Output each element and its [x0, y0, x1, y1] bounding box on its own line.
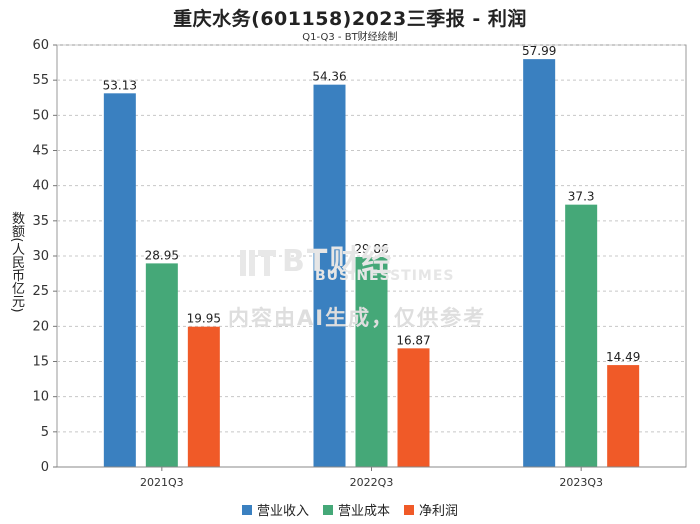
data-label: 28.95 [145, 248, 179, 262]
legend-label-revenue: 营业收入 [256, 504, 309, 519]
data-label: 16.87 [396, 333, 430, 347]
watermark-brand: BT财经 [240, 236, 393, 280]
data-label: 37.3 [568, 190, 595, 204]
bar-1-0 [145, 263, 178, 467]
watermark-brand-text: BT财经 [282, 244, 394, 279]
y-tick-label: 55 [32, 73, 49, 88]
y-tick-label: 30 [32, 249, 49, 264]
chart-title: 重庆水务(601158)2023三季报 - 利润 [173, 8, 527, 30]
y-tick-label: 0 [41, 460, 49, 475]
y-tick-label: 60 [32, 38, 49, 53]
y-tick-label: 50 [32, 108, 49, 123]
legend-item-net-profit[interactable]: 净利润 [404, 500, 458, 519]
legend-swatch-revenue [241, 504, 252, 515]
bar-1-1 [355, 256, 388, 467]
y-tick-label: 45 [32, 144, 49, 159]
y-tick-label: 5 [41, 425, 49, 440]
legend-item-revenue[interactable]: 营业收入 [241, 500, 309, 519]
data-label: 19.95 [187, 312, 221, 326]
y-tick-label: 35 [32, 214, 49, 229]
legend: 营业收入 营业成本 净利润 [0, 500, 700, 519]
y-tick-label: 40 [32, 179, 49, 194]
data-label: 57.99 [522, 44, 556, 58]
bar-0-1 [313, 84, 346, 467]
legend-item-cost[interactable]: 营业成本 [322, 500, 390, 519]
watermark-ai-notice: 内容由AI生成，仅供参考 [228, 306, 487, 330]
x-tick-label: 2022Q3 [350, 476, 394, 489]
y-tick-label: 10 [32, 390, 49, 405]
bar-0-2 [523, 59, 556, 468]
bar-0-0 [103, 93, 136, 467]
y-tick-label: 25 [32, 284, 49, 299]
watermark-brand-en: BUSINESSTIMES [315, 268, 455, 284]
data-label: 29.86 [354, 242, 388, 256]
bar-2-2 [607, 365, 640, 467]
y-axis-label: 数额(人民币亿元) [9, 211, 24, 313]
data-label: 14.49 [606, 350, 640, 364]
x-tick-label: 2021Q3 [140, 476, 184, 489]
legend-label-net-profit: 净利润 [419, 504, 459, 519]
legend-label-cost: 营业成本 [337, 504, 390, 519]
y-tick-label: 20 [32, 319, 49, 334]
data-label: 54.36 [312, 70, 346, 84]
bt-logo-icon [240, 248, 276, 278]
data-label: 53.13 [103, 78, 137, 92]
y-tick-label: 15 [32, 355, 49, 370]
bar-1-2 [565, 204, 598, 467]
legend-swatch-net-profit [404, 504, 414, 515]
legend-swatch-cost [322, 504, 333, 515]
chart-subtitle: Q1-Q3 - BT财经绘制 [302, 32, 398, 43]
x-tick-label: 2023Q3 [559, 476, 603, 489]
bar-2-1 [397, 348, 430, 467]
bar-2-0 [187, 326, 220, 467]
